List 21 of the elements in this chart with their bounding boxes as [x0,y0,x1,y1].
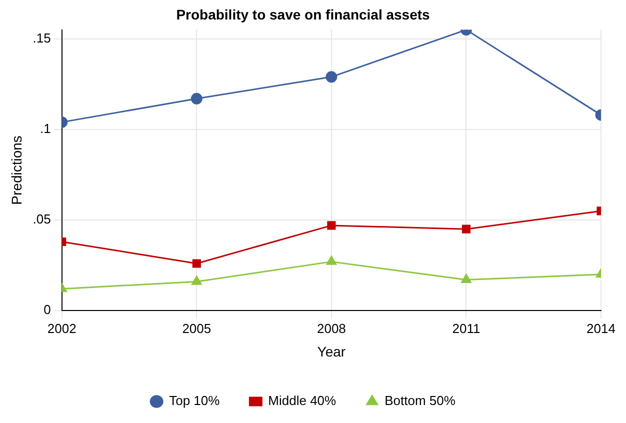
y-tick-label: .05 [32,212,51,227]
x-tick-label: 2005 [182,320,212,336]
point [326,256,337,265]
x-axis-title: Year [317,343,346,360]
legend-label: Top 10% [169,393,220,408]
point [461,274,472,284]
point [192,259,201,268]
y-tick-label: .1 [40,121,51,136]
x-tick-label: 2002 [47,320,76,336]
x-tick-label: 2014 [586,320,616,336]
y-tick-label: .15 [32,30,51,46]
y-axis-title: Predictions [8,136,24,205]
point [462,224,471,234]
legend-label: Bottom 50% [384,393,456,408]
x-tick-label: 2011 [452,320,480,336]
x-tick-label: 2008 [316,320,346,336]
point [192,276,202,285]
y-tick-label: 0 [44,302,51,318]
chart-title: Probability to save on financial assets [176,6,430,22]
legend-label: Middle 40% [268,393,337,408]
point [327,221,336,230]
